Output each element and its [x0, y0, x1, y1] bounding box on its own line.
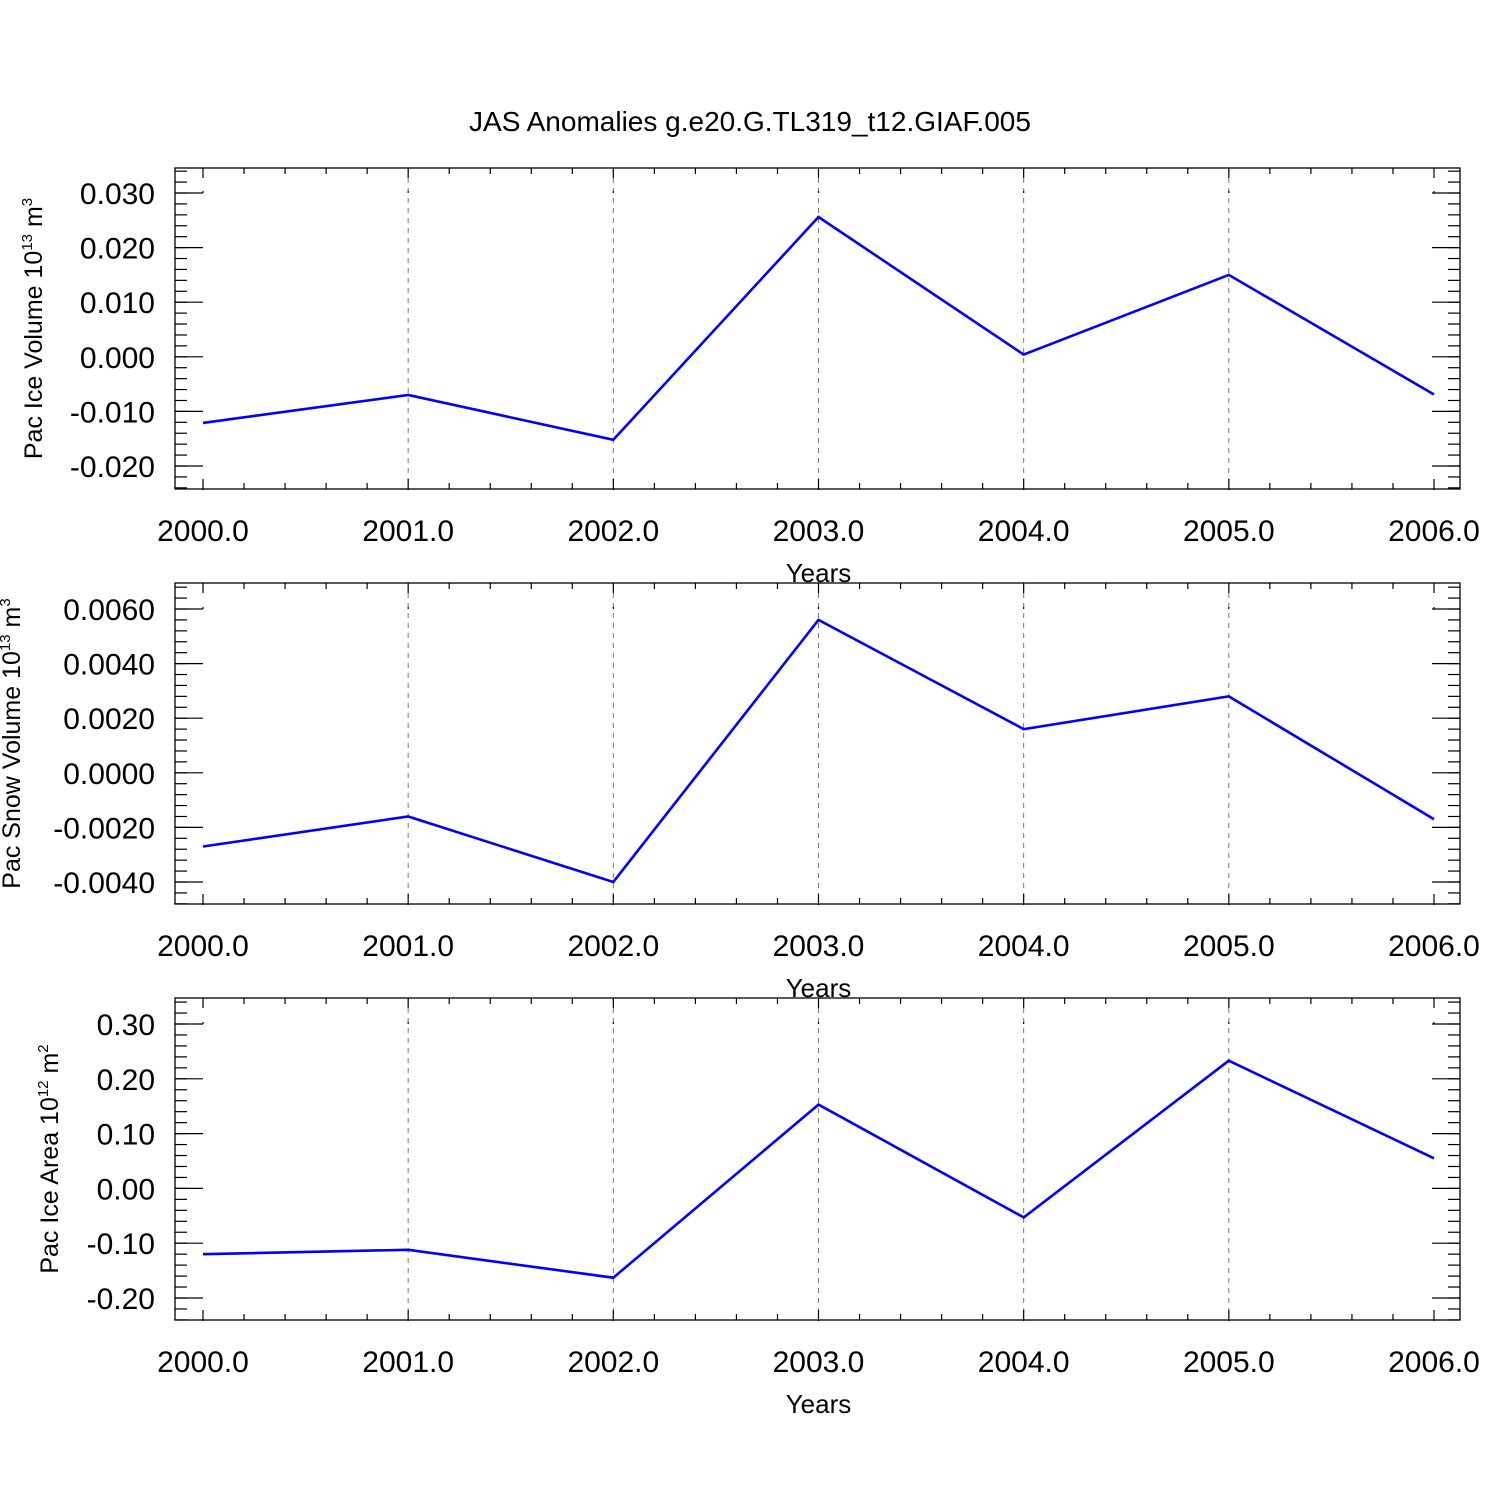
- x-tick-label: 2001.0: [362, 1346, 454, 1379]
- y-label-unit: m: [36, 1053, 64, 1081]
- y-tick-label: -0.010: [70, 396, 155, 429]
- panel-2: 2000.0 2001.0 2002.0 2003.0 2004.0 2005.0 2006…: [0, 582, 1480, 1003]
- x-tick-label: 2006.0: [1388, 515, 1480, 548]
- panels: 2000.0 2001.0 2002.0 2003.0 2004.0 2005.0 2006…: [0, 167, 1480, 1419]
- y-tick-label: 0.20: [97, 1064, 155, 1097]
- y-label-prefix: Pac Ice Area 10: [36, 1097, 64, 1274]
- y-tick-label: 0.30: [97, 1009, 155, 1042]
- y-tick-label: -0.020: [70, 451, 155, 484]
- y-tick-label: 0.10: [97, 1119, 155, 1152]
- y-tick-label: 0.000: [80, 342, 155, 375]
- x-tick-label: 2001.0: [362, 930, 454, 963]
- x-tick-label: 2003.0: [773, 1346, 865, 1379]
- x-tick-label: 2001.0: [362, 515, 454, 548]
- y-tick-label: 0.0060: [63, 594, 155, 627]
- x-tick-label: 2006.0: [1388, 1346, 1480, 1379]
- y-tick-label: 0.0000: [63, 758, 155, 791]
- x-tick-label: 2002.0: [567, 1346, 659, 1379]
- x-tick-label: 2003.0: [773, 930, 865, 963]
- y-tick-label: 0.0040: [63, 649, 155, 682]
- x-tick-label: 2002.0: [567, 515, 659, 548]
- x-tick-label: 2000.0: [157, 1346, 249, 1379]
- x-tick-label: 2004.0: [978, 1346, 1070, 1379]
- y-tick-label: 0.010: [80, 287, 155, 320]
- y-tick-label: 0.020: [80, 233, 155, 266]
- y-tick-label: -0.0040: [53, 867, 155, 900]
- x-tick-label: 2005.0: [1183, 1346, 1275, 1379]
- plot-frame: [174, 582, 1461, 905]
- y-label-exponent: 13: [19, 234, 36, 251]
- y-tick-label: 0.00: [97, 1173, 155, 1206]
- plot-frame: [174, 167, 1461, 490]
- x-tick-label: 2003.0: [773, 515, 865, 548]
- y-tick-label: 0.0020: [63, 703, 155, 736]
- y-tick-label: -0.0020: [53, 812, 155, 845]
- x-tick-label: 2004.0: [978, 515, 1070, 548]
- x-tick-label: 2006.0: [1388, 930, 1480, 963]
- y-axis-label: Pac Snow Volume 1013 m3: [0, 598, 26, 888]
- y-label-unit-exponent: 3: [0, 598, 14, 606]
- x-axis-label: Years: [786, 1389, 852, 1419]
- panel-1: 2000.0 2001.0 2002.0 2003.0 2004.0 2005.0 2006…: [19, 167, 1480, 588]
- x-tick-label: 2004.0: [978, 930, 1070, 963]
- x-tick-label: 2002.0: [567, 930, 659, 963]
- panel-3: 2000.0 2001.0 2002.0 2003.0 2004.0 2005.0 2006…: [35, 997, 1480, 1419]
- y-label-unit: m: [0, 607, 26, 635]
- y-tick-label: -0.20: [87, 1283, 155, 1316]
- series-line: [202, 618, 1435, 884]
- y-tick-label: 0.030: [80, 178, 155, 211]
- y-axis-label: Pac Ice Volume 1013 m3: [19, 198, 48, 459]
- x-tick-label: 2000.0: [157, 515, 249, 548]
- x-tick-label: 2005.0: [1183, 515, 1275, 548]
- figure-title: JAS Anomalies g.e20.G.TL319_t12.GIAF.005: [469, 106, 1031, 137]
- x-tick-label: 2000.0: [157, 930, 249, 963]
- series-line: [202, 215, 1435, 442]
- y-label-prefix: Pac Ice Volume 10: [20, 251, 48, 459]
- plot-frame: [174, 997, 1461, 1321]
- series-line: [202, 1059, 1435, 1280]
- y-label-unit-exponent: 3: [19, 198, 36, 206]
- x-tick-label: 2005.0: [1183, 930, 1275, 963]
- y-label-prefix: Pac Snow Volume 10: [0, 651, 26, 889]
- y-label-exponent: 13: [0, 634, 14, 651]
- y-tick-label: -0.10: [87, 1228, 155, 1261]
- y-label-unit: m: [20, 206, 48, 234]
- y-label-unit-exponent: 2: [35, 1044, 52, 1052]
- y-label-exponent: 12: [35, 1080, 52, 1097]
- y-axis-label: Pac Ice Area 1012 m2: [35, 1044, 64, 1273]
